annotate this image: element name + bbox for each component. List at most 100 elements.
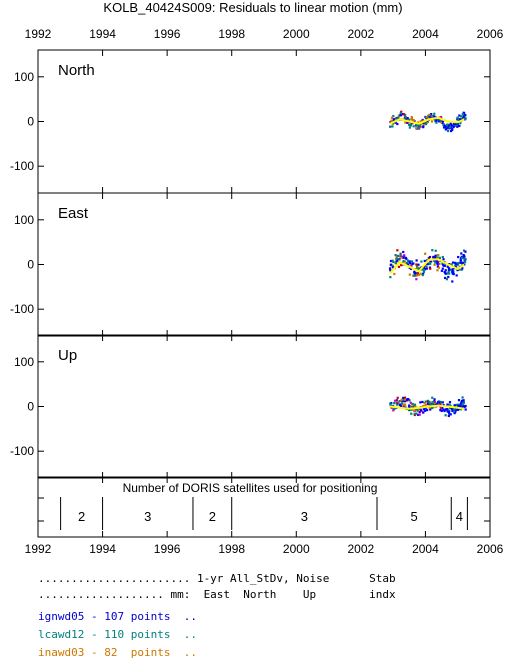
data-point: [415, 263, 418, 266]
data-point: [462, 253, 465, 257]
data-point: [425, 265, 428, 268]
data-point: [463, 260, 467, 264]
data-point: [461, 267, 464, 270]
data-point: [401, 256, 404, 259]
data-point: [391, 264, 395, 267]
data-point: [461, 256, 464, 259]
data-point: [391, 259, 394, 262]
data-point: [428, 400, 431, 403]
data-point: [400, 398, 403, 401]
data-point: [392, 409, 395, 412]
data-point: [407, 398, 410, 401]
x-tick-label-top: 1992: [25, 27, 52, 41]
data-point: [396, 254, 400, 258]
data-point: [410, 118, 413, 121]
data-point: [405, 398, 409, 401]
data-point: [425, 408, 428, 412]
data-point: [439, 400, 443, 404]
data-point: [437, 254, 440, 257]
data-point: [428, 255, 432, 259]
data-point: [457, 118, 460, 122]
data-point: [464, 250, 467, 253]
data-point: [408, 126, 411, 129]
data-point: [439, 406, 442, 409]
data-point: [461, 262, 465, 265]
x-tick-label-top: 2004: [412, 27, 439, 41]
x-tick-label-top: 2002: [348, 27, 375, 41]
data-point: [389, 276, 392, 279]
data-point: [414, 274, 417, 277]
data-point: [457, 255, 460, 259]
data-point: [419, 401, 422, 404]
data-point: [399, 254, 402, 258]
data-point: [408, 273, 411, 276]
data-point: [415, 412, 418, 415]
data-point: [435, 121, 438, 124]
data-point: [444, 272, 447, 275]
data-point: [403, 254, 406, 257]
data-point: [389, 402, 392, 405]
data-point: [449, 122, 452, 125]
data-point: [391, 125, 394, 128]
data-point: [437, 400, 441, 403]
segment-panel-title: Number of DORIS satellites used for posi…: [123, 481, 378, 495]
data-point: [430, 260, 433, 263]
data-point: [436, 265, 439, 268]
data-point: [431, 249, 434, 252]
data-point: [448, 409, 451, 412]
data-point: [408, 118, 411, 121]
x-tick-label-bottom: 1992: [25, 542, 52, 556]
legend-row-inawd03: inawd03 - 82 points ..: [38, 646, 197, 659]
x-tick-label-bottom: 2000: [283, 542, 310, 556]
data-point: [451, 408, 454, 411]
data-point: [455, 403, 458, 406]
data-point: [419, 408, 422, 411]
data-point: [451, 128, 454, 131]
data-point: [432, 405, 435, 409]
data-point: [430, 120, 434, 123]
data-point: [414, 404, 417, 408]
data-point: [403, 400, 406, 403]
data-point: [433, 256, 437, 259]
data-point: [435, 119, 438, 122]
data-point: [390, 119, 393, 122]
x-tick-label-bottom: 2004: [412, 542, 439, 556]
data-point: [447, 271, 450, 274]
data-point: [462, 401, 466, 404]
panels: North 100 0 -100 East 100 0 -100 Up 100 0 -100: [10, 49, 491, 479]
data-point: [435, 260, 439, 263]
data-point: [412, 118, 415, 122]
data-point: [399, 253, 402, 256]
legend-header-1: ....................... 1-yr All_StDv, N…: [38, 572, 396, 585]
top-axis: 1992 1994 1996 1998 2000 2002 2004 2006: [25, 27, 504, 41]
data-point: [424, 400, 427, 403]
data-point: [425, 116, 428, 119]
data-point: [429, 408, 432, 411]
data-point: [460, 252, 463, 255]
bottom-axis: 1992 1994 1996 1998 2000 2002 2004 2006: [25, 542, 504, 556]
segment-label: 2: [78, 509, 85, 524]
data-point: [451, 261, 455, 264]
data-point: [426, 259, 429, 262]
data-point: [456, 125, 459, 128]
data-point: [456, 269, 459, 272]
data-point: [464, 408, 467, 411]
data-point: [441, 406, 444, 410]
data-point: [460, 268, 463, 271]
x-tick-label-bottom: 1998: [218, 542, 245, 556]
data-point: [444, 414, 447, 417]
data-point: [436, 402, 439, 405]
data-point: [461, 113, 464, 116]
data-point: [417, 407, 421, 410]
data-point: [415, 123, 418, 126]
data-point: [424, 403, 427, 406]
data-point: [433, 401, 437, 404]
data-point: [428, 402, 431, 405]
data-point: [440, 269, 443, 272]
y-tick-label: 0: [27, 258, 34, 272]
data-point: [413, 271, 416, 274]
data-point: [416, 409, 419, 412]
data-point: [427, 114, 430, 117]
data-point: [451, 280, 454, 283]
